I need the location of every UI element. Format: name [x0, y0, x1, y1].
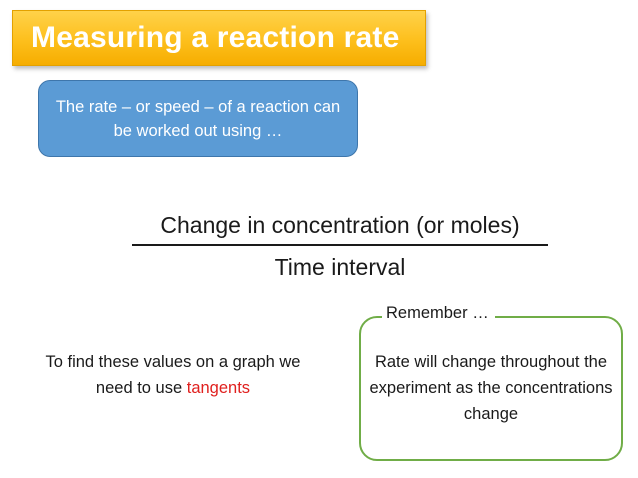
remember-text: Rate will change throughout the experime…: [369, 353, 613, 423]
formula-denominator: Time interval: [274, 254, 406, 280]
remember-label: Remember …: [382, 301, 495, 325]
formula-numerator: Change in concentration (or moles): [160, 212, 520, 238]
tangents-highlight: tangents: [186, 379, 251, 397]
slide-title: Measuring a reaction rate: [31, 21, 400, 54]
intro-text: The rate – or speed – of a reaction can …: [55, 97, 341, 140]
tangent-note-text: To find these values on a graph we need …: [45, 353, 301, 397]
title-banner: Measuring a reaction rate: [12, 10, 426, 66]
fraction-bar: [132, 244, 548, 246]
rate-formula: Change in concentration (or moles) Time …: [132, 205, 548, 285]
intro-callout: The rate – or speed – of a reaction can …: [38, 80, 358, 157]
tangent-note: To find these values on a graph we need …: [28, 349, 318, 401]
